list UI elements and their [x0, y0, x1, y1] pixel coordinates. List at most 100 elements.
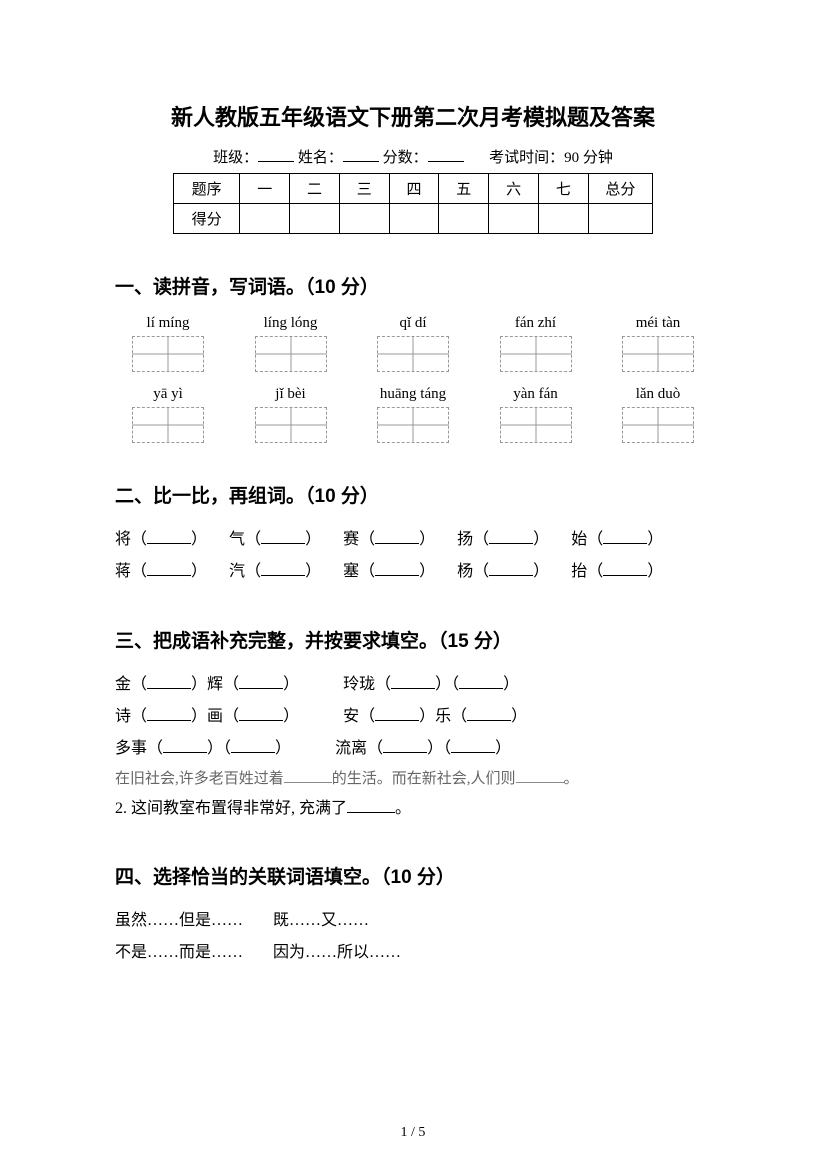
pair-char: 始 [571, 531, 587, 548]
idiom-blank[interactable] [459, 675, 503, 689]
pair-line-bottom: 蒋（） 汽（） 塞（） 杨（） 抬（） [115, 556, 711, 588]
pinyin-row-1: lí míng líng lóng qǐ dí fán zhí méi tàn [115, 315, 711, 332]
pinyin-label: qǐ dí [360, 315, 466, 332]
idiom-part: 流离 [335, 740, 367, 757]
sentence-blank[interactable] [516, 769, 564, 783]
section2-heading: 二、比一比，再组词。（10 分） [115, 481, 711, 508]
idiom-blank[interactable] [467, 707, 511, 721]
score-cell[interactable] [290, 204, 340, 234]
pinyin-label: lǎn duò [605, 386, 711, 403]
idiom-blank[interactable] [391, 675, 435, 689]
idiom-part: 画 [207, 708, 223, 725]
page-title: 新人教版五年级语文下册第二次月考模拟题及答案 [115, 100, 711, 132]
pinyin-label: méi tàn [605, 315, 711, 332]
pinyin-row-2: yā yì jǐ bèi huāng táng yàn fán lǎn duò [115, 386, 711, 403]
pinyin-label: fán zhí [483, 315, 589, 332]
pair-blank[interactable] [147, 530, 191, 544]
char-write-box[interactable] [622, 407, 694, 443]
score-table: 题序 一 二 三 四 五 六 七 总分 得分 [173, 173, 653, 234]
section4-heading: 四、选择恰当的关联词语填空。（10 分） [115, 862, 711, 889]
idiom-part: 诗 [115, 708, 131, 725]
pair-char: 赛 [343, 531, 359, 548]
score-col: 二 [290, 174, 340, 204]
pair-blank[interactable] [261, 562, 305, 576]
score-col: 一 [240, 174, 290, 204]
char-write-box[interactable] [500, 336, 572, 372]
char-write-box[interactable] [132, 407, 204, 443]
idiom-blank[interactable] [383, 739, 427, 753]
score-total-label: 总分 [588, 174, 652, 204]
conj-option: 既……又…… [273, 912, 369, 929]
pinyin-label: huāng táng [360, 386, 466, 403]
name-blank[interactable] [343, 148, 379, 162]
sentence-blank[interactable] [347, 799, 395, 813]
conj-option: 虽然……但是…… [115, 912, 243, 929]
char-write-box[interactable] [255, 336, 327, 372]
score-cell[interactable] [339, 204, 389, 234]
conj-option: 不是……而是…… [115, 944, 243, 961]
char-write-box[interactable] [132, 336, 204, 372]
char-write-box[interactable] [500, 407, 572, 443]
sentence-1: 在旧社会,许多老百姓过着的生活。而在新社会,人们则。 [115, 765, 711, 794]
char-write-box[interactable] [622, 336, 694, 372]
class-blank[interactable] [258, 148, 294, 162]
pair-char: 塞 [343, 563, 359, 580]
charbox-row [115, 336, 711, 372]
score-blank[interactable] [428, 148, 464, 162]
idiom-part: 辉 [207, 676, 223, 693]
pair-blank[interactable] [603, 530, 647, 544]
charbox-row [115, 407, 711, 443]
char-write-box[interactable] [377, 407, 449, 443]
pair-blank[interactable] [375, 562, 419, 576]
idiom-part: 玲珑 [343, 676, 375, 693]
score-cell[interactable] [389, 204, 439, 234]
sentence-blank[interactable] [284, 769, 332, 783]
idiom-blank[interactable] [375, 707, 419, 721]
score-cell[interactable] [439, 204, 489, 234]
score-col: 七 [538, 174, 588, 204]
score-row2-label: 得分 [174, 204, 240, 234]
idiom-blank[interactable] [147, 675, 191, 689]
name-label: 姓名： [298, 150, 343, 166]
conj-line-1: 虽然……但是…… 既……又…… [115, 905, 711, 937]
conj-option: 因为……所以…… [273, 944, 401, 961]
sentence-text: 在旧社会,许多老百姓过着 [115, 771, 284, 787]
idiom-blank[interactable] [239, 675, 283, 689]
score-total-cell[interactable] [588, 204, 652, 234]
pair-blank[interactable] [603, 562, 647, 576]
sentence-text: 。 [395, 800, 411, 817]
score-label-field: 分数： [383, 150, 428, 166]
score-cell[interactable] [489, 204, 539, 234]
char-write-box[interactable] [255, 407, 327, 443]
class-label: 班级： [213, 150, 258, 166]
pair-blank[interactable] [375, 530, 419, 544]
page-number: 1 / 5 [0, 1125, 826, 1141]
pair-blank[interactable] [489, 562, 533, 576]
sentence-text: 2. 这间教室布置得非常好, 充满了 [115, 800, 347, 817]
idiom-blank[interactable] [147, 707, 191, 721]
idiom-part: 金 [115, 676, 131, 693]
pinyin-label: yā yì [115, 386, 221, 403]
score-col: 五 [439, 174, 489, 204]
idiom-blank[interactable] [231, 739, 275, 753]
idiom-blank[interactable] [163, 739, 207, 753]
time-label: 考试时间：90 分钟 [489, 150, 613, 166]
sentence-text: 的生活。而在新社会,人们则 [332, 771, 516, 787]
score-row1-label: 题序 [174, 174, 240, 204]
pair-char: 蒋 [115, 563, 131, 580]
char-write-box[interactable] [377, 336, 449, 372]
pair-blank[interactable] [147, 562, 191, 576]
score-cell[interactable] [538, 204, 588, 234]
score-col: 三 [339, 174, 389, 204]
score-cell[interactable] [240, 204, 290, 234]
idiom-part: 安 [343, 708, 359, 725]
pinyin-label: jǐ bèi [238, 386, 344, 403]
idiom-blank[interactable] [239, 707, 283, 721]
pair-blank[interactable] [489, 530, 533, 544]
idiom-part: 多事 [115, 740, 147, 757]
idiom-line: 诗（）画（） 安（）乐（） [115, 701, 711, 733]
section1-heading: 一、读拼音，写词语。（10 分） [115, 272, 711, 299]
idiom-blank[interactable] [451, 739, 495, 753]
pair-blank[interactable] [261, 530, 305, 544]
pair-char: 气 [229, 531, 245, 548]
